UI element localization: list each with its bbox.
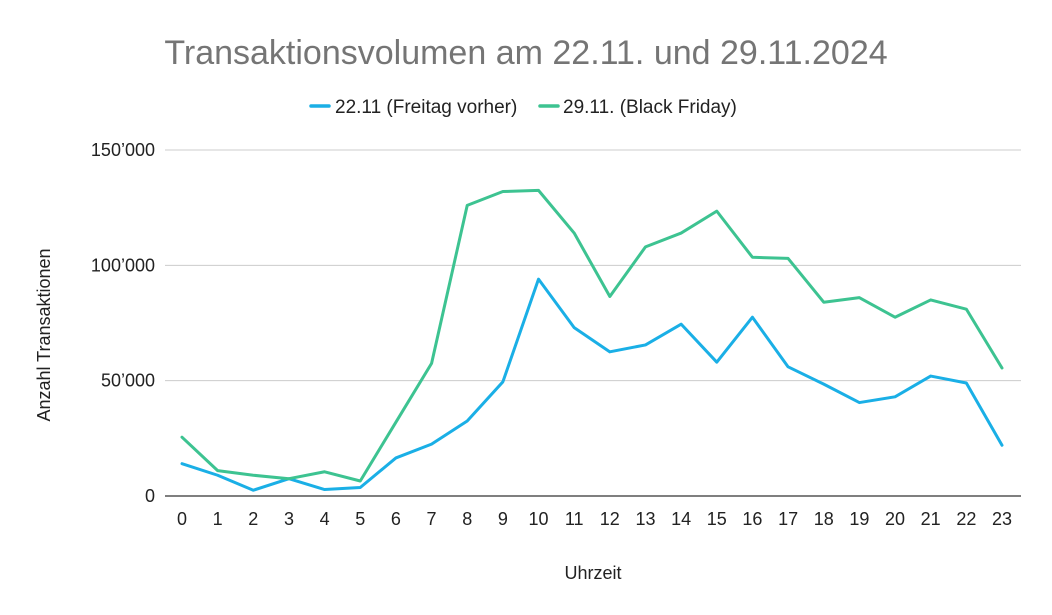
x-tick-label: 4 bbox=[320, 509, 330, 529]
x-tick-label: 2 bbox=[248, 509, 258, 529]
series-line-1 bbox=[180, 277, 1004, 492]
x-tick-label: 13 bbox=[635, 509, 655, 529]
x-tick-label: 22 bbox=[956, 509, 976, 529]
y-axis-tick-labels: 0 50’000 100’000 150’000 bbox=[91, 140, 155, 506]
x-axis-title: Uhrzeit bbox=[564, 563, 621, 583]
y-axis-title: Anzahl Transaktionen bbox=[34, 248, 54, 421]
chart-title: Transaktionsvolumen am 22.11. und 29.11.… bbox=[164, 34, 887, 72]
x-tick-label: 14 bbox=[671, 509, 691, 529]
legend: 22.11 (Freitag vorher) 29.11. (Black Fri… bbox=[309, 97, 737, 118]
x-tick-label: 3 bbox=[284, 509, 294, 529]
x-tick-label: 5 bbox=[355, 509, 365, 529]
x-tick-label: 18 bbox=[814, 509, 834, 529]
x-tick-label: 6 bbox=[391, 509, 401, 529]
y-tick-label: 150’000 bbox=[91, 140, 155, 160]
x-tick-label: 15 bbox=[707, 509, 727, 529]
legend-label-series-2: 29.11. (Black Friday) bbox=[563, 97, 737, 118]
x-tick-label: 1 bbox=[213, 509, 223, 529]
y-tick-label: 50’000 bbox=[101, 371, 155, 391]
series-lines bbox=[180, 188, 1004, 492]
legend-label-series-1: 22.11 (Freitag vorher) bbox=[335, 97, 517, 118]
series-line-2 bbox=[180, 188, 1004, 483]
x-tick-label: 0 bbox=[177, 509, 187, 529]
x-tick-label: 23 bbox=[992, 509, 1012, 529]
x-tick-label: 19 bbox=[849, 509, 869, 529]
x-tick-label: 16 bbox=[742, 509, 762, 529]
x-tick-label: 11 bbox=[565, 509, 584, 529]
x-tick-label: 7 bbox=[427, 509, 437, 529]
y-tick-label: 0 bbox=[145, 486, 155, 506]
x-tick-label: 10 bbox=[529, 509, 549, 529]
x-tick-label: 9 bbox=[498, 509, 508, 529]
x-tick-label: 17 bbox=[778, 509, 798, 529]
x-axis-tick-labels: 0 1 2 3 4 5 6 7 8 9 10 11 12 13 14 15 16 17 18 19 20 21 22 23 bbox=[177, 509, 1012, 529]
x-tick-label: 8 bbox=[462, 509, 472, 529]
x-tick-label: 20 bbox=[885, 509, 905, 529]
x-tick-label: 12 bbox=[600, 509, 620, 529]
y-tick-label: 100’000 bbox=[91, 255, 155, 275]
x-tick-label: 21 bbox=[921, 509, 941, 529]
